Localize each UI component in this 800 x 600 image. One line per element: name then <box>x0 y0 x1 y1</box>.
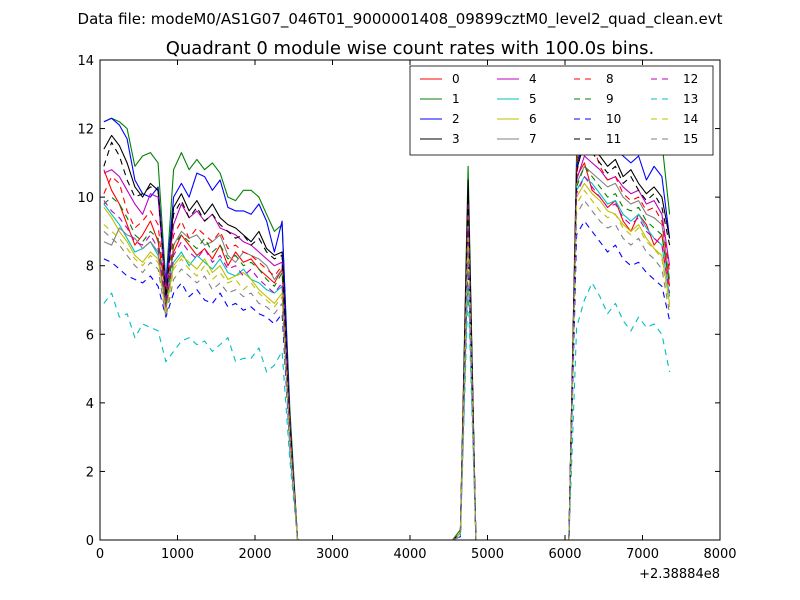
x-tick-label: 8000 <box>703 547 736 562</box>
chart-suptitle: Data file: modeM0/AS1G07_046T01_90000014… <box>78 10 723 29</box>
x-tick-label: 7000 <box>626 547 659 562</box>
series-line-13 <box>103 282 671 540</box>
series-line-15 <box>103 200 671 540</box>
series-line-14 <box>103 189 671 540</box>
legend-label-0: 0 <box>452 72 460 86</box>
series-line-12 <box>103 176 671 540</box>
legend-label-11: 11 <box>606 132 621 146</box>
y-tick-label: 12 <box>77 123 94 138</box>
y-tick-label: 6 <box>86 328 94 343</box>
legend-box <box>409 65 714 156</box>
legend-label-1: 1 <box>452 92 460 106</box>
series-line-9 <box>103 165 671 540</box>
legend-label-2: 2 <box>452 112 460 126</box>
legend-label-6: 6 <box>529 112 537 126</box>
legend-label-9: 9 <box>606 92 614 106</box>
legend-label-10: 10 <box>606 112 621 126</box>
legend-label-5: 5 <box>529 92 537 106</box>
x-tick-label: 4000 <box>393 547 426 562</box>
series-line-0 <box>103 162 671 540</box>
legend-label-14: 14 <box>683 112 698 126</box>
series-line-10 <box>103 220 671 540</box>
y-tick-label: 8 <box>86 260 94 275</box>
x-tick-label: 6000 <box>548 547 581 562</box>
legend-label-15: 15 <box>683 132 698 146</box>
x-tick-label: 2000 <box>238 547 271 562</box>
y-tick-label: 0 <box>86 534 94 549</box>
x-tick-label: 1000 <box>161 547 194 562</box>
y-tick-label: 10 <box>77 191 94 206</box>
x-axis-offset-label: +2.38884e8 <box>639 567 720 582</box>
legend-label-4: 4 <box>529 72 537 86</box>
series-line-2 <box>103 117 671 540</box>
series-line-11 <box>103 134 671 540</box>
legend-label-8: 8 <box>606 72 614 86</box>
chart-title: Quadrant 0 module wise count rates with … <box>166 38 655 59</box>
axis-ticks: 0 1000 2000 3000 4000 5000 6000 7000 80000246810… <box>77 54 736 562</box>
legend-label-7: 7 <box>529 132 537 146</box>
y-tick-label: 4 <box>86 397 94 412</box>
series-line-4 <box>103 155 671 540</box>
legend-label-3: 3 <box>452 132 460 146</box>
series-line-5 <box>103 176 671 540</box>
x-tick-label: 3000 <box>316 547 349 562</box>
legend-label-12: 12 <box>683 72 698 86</box>
series-line-7 <box>103 165 671 540</box>
series-layer <box>103 66 671 540</box>
y-tick-label: 2 <box>86 465 94 480</box>
x-tick-label: 5000 <box>471 547 504 562</box>
y-tick-label: 14 <box>77 54 94 69</box>
x-tick-label: 0 <box>96 547 104 562</box>
legend-label-13: 13 <box>683 92 698 106</box>
